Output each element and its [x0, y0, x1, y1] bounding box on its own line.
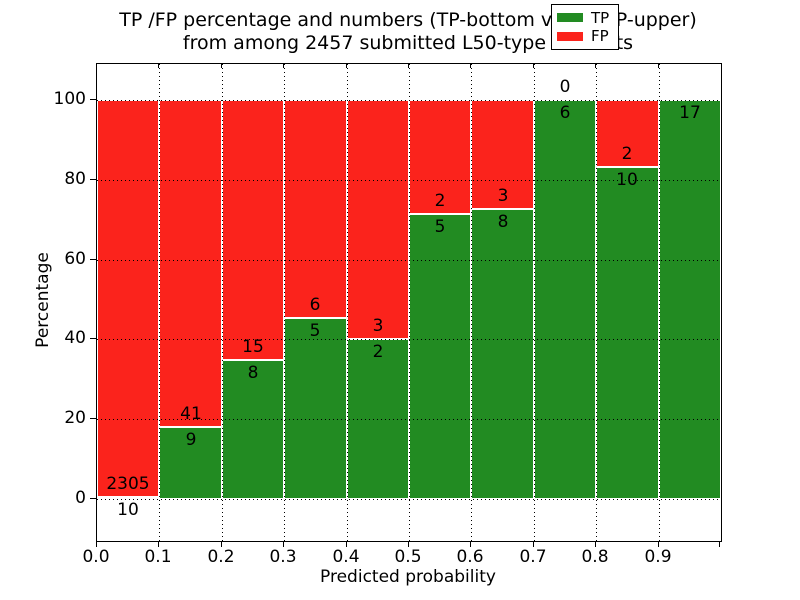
bar-segment-tp: [409, 213, 471, 499]
gridline-vertical: [347, 64, 348, 541]
bar-segment-fp: [159, 100, 222, 428]
x-tick-label: 0.2: [207, 547, 235, 567]
tp-count-label: 10: [117, 500, 139, 521]
x-tick-label: 0.9: [644, 547, 672, 567]
y-tick-mark: [90, 418, 96, 419]
x-tick-mark: [346, 541, 347, 547]
x-tick-mark-top: [470, 64, 471, 68]
bar-segment-tp: [97, 497, 159, 500]
x-tick-mark: [283, 541, 284, 547]
chart-title-line2: from among 2457 submitted L50-type conta…: [182, 32, 634, 54]
x-tick-label: 0.3: [269, 547, 297, 567]
tp-count-label: 8: [497, 211, 509, 232]
chart-title: TP /FP percentage and numbers (TP-bottom…: [96, 9, 720, 55]
fp-count-label: 15: [242, 337, 264, 358]
legend-row-tp: TP: [557, 10, 613, 26]
x-tick-mark-top: [595, 64, 596, 68]
x-tick-label: 0.8: [581, 547, 609, 567]
y-tick-label: 20: [64, 408, 86, 428]
fp-count-label: 6: [309, 294, 321, 315]
tp-count-label: 9: [185, 430, 197, 451]
bar-segment-fp: [284, 100, 347, 318]
tp-count-label: 5: [309, 320, 321, 341]
x-tick-mark: [719, 541, 720, 547]
x-tick-mark-top: [158, 64, 159, 68]
plot-area: 2305 10 41 9 15 8 6 5 3 2 2 5 3 8 0 6 2 10 17: [96, 63, 722, 542]
x-tick-mark: [470, 541, 471, 547]
x-tick-mark-top: [408, 64, 409, 68]
x-tick-label: 0.4: [332, 547, 360, 567]
y-tick-label: 40: [64, 328, 86, 348]
fp-count-label: 0: [559, 77, 571, 97]
bar-segment-tp: [159, 427, 222, 499]
x-tick-label: 0.5: [394, 547, 422, 567]
legend-swatch-tp: [557, 13, 583, 23]
y-tick-mark: [90, 498, 96, 499]
x-tick-label: 0.7: [519, 547, 547, 567]
x-tick-mark: [96, 541, 97, 547]
gridline-vertical: [284, 64, 285, 541]
x-tick-mark-top: [346, 64, 347, 68]
x-tick-mark-top: [658, 64, 659, 68]
x-tick-mark-top: [221, 64, 222, 68]
bar-segment-fp: [222, 100, 284, 361]
tp-count-label: 2: [372, 342, 384, 363]
x-axis-label: Predicted probability: [320, 567, 496, 587]
y-tick-label: 80: [64, 169, 86, 189]
y-tick-label: 60: [64, 249, 86, 269]
gridline-vertical: [596, 64, 597, 541]
gridline-vertical: [409, 64, 410, 541]
x-tick-mark-top: [533, 64, 534, 68]
bar-segment-tp: [284, 317, 347, 499]
gridline-vertical: [659, 64, 660, 541]
legend: TP FP: [551, 4, 619, 50]
fp-count-label: 41: [180, 404, 202, 425]
bar-segment-tp: [596, 166, 659, 499]
tp-count-label: 6: [559, 103, 571, 123]
fp-count-label: 3: [497, 185, 509, 206]
y-tick-mark: [90, 259, 96, 260]
x-tick-mark: [221, 541, 222, 547]
gridline-vertical: [534, 64, 535, 541]
x-tick-mark: [533, 541, 534, 547]
bar-segment-fp: [97, 100, 159, 498]
y-tick-label: 100: [53, 89, 86, 109]
y-tick-mark: [90, 179, 96, 180]
tp-count-label: 17: [679, 103, 701, 123]
tp-count-label: 5: [434, 216, 446, 237]
gridline-vertical: [222, 64, 223, 541]
bar-segment-fp: [409, 100, 471, 214]
x-tick-label: 0.1: [144, 547, 172, 567]
bar-segment-fp: [347, 100, 409, 340]
x-tick-label: 0.6: [456, 547, 484, 567]
bar-segment-tp: [471, 208, 534, 499]
x-tick-mark: [408, 541, 409, 547]
fp-count-label: 2: [434, 191, 446, 211]
tp-count-label: 10: [616, 169, 638, 190]
legend-label-fp: FP: [591, 27, 609, 46]
fp-count-label: 2: [621, 143, 633, 164]
bar-segment-tp: [659, 100, 721, 499]
gridline-vertical: [159, 64, 160, 541]
bar-segment-fp: [596, 100, 659, 167]
fp-count-label: 2305: [106, 474, 150, 495]
y-tick-mark: [90, 338, 96, 339]
tp-count-label: 8: [247, 363, 259, 384]
legend-label-tp: TP: [591, 8, 610, 27]
x-tick-mark-top: [283, 64, 284, 68]
legend-swatch-fp: [557, 31, 583, 41]
x-tick-mark: [158, 541, 159, 547]
chart-title-line1: TP /FP percentage and numbers (TP-bottom…: [119, 9, 697, 31]
x-tick-label: 0.0: [82, 547, 110, 567]
bar-segment-tp: [534, 100, 596, 499]
y-tick-mark: [90, 99, 96, 100]
fp-count-label: 3: [372, 316, 384, 337]
y-tick-label: 0: [75, 488, 86, 508]
gridline-vertical: [471, 64, 472, 541]
legend-row-fp: FP: [557, 28, 613, 44]
x-tick-mark: [595, 541, 596, 547]
x-tick-mark: [658, 541, 659, 547]
